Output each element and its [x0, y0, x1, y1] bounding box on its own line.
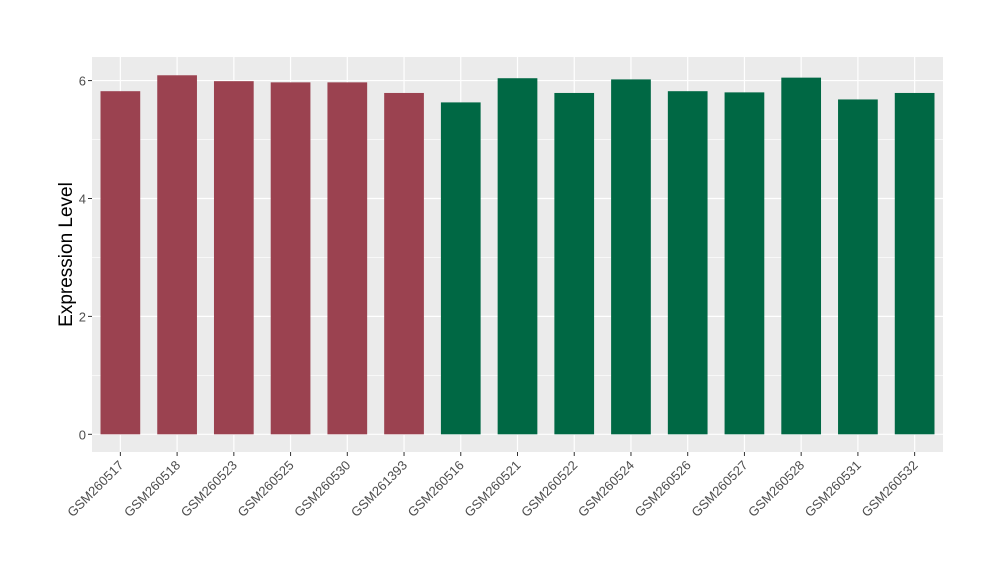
x-tick-label: GSM260530 [291, 458, 353, 520]
bar-GSM260522 [554, 92, 595, 435]
bar-GSM260531 [838, 99, 878, 435]
x-tick-label: GSM260522 [518, 458, 580, 520]
x-tick-label: GSM260521 [461, 458, 523, 520]
bar-GSM260516 [440, 102, 481, 435]
bar-GSM260528 [781, 77, 822, 435]
bar-GSM260525 [270, 82, 311, 435]
x-tick-label: GSM260528 [745, 458, 807, 520]
y-axis-title: Expression Level [56, 182, 77, 327]
x-tick-label: GSM260532 [859, 458, 921, 520]
x-axis: GSM260517GSM260518GSM260523GSM260525GSM2… [64, 452, 921, 520]
x-tick-label: GSM260517 [64, 458, 126, 520]
x-tick-label: GSM260523 [178, 458, 240, 520]
bar-GSM260527 [724, 92, 765, 435]
y-tick-label: 4 [79, 191, 86, 206]
x-tick-label: GSM260525 [234, 458, 296, 520]
bar-GSM260532 [894, 92, 935, 435]
y-tick-label: 0 [79, 427, 86, 442]
x-tick-label: GSM260516 [405, 458, 467, 520]
y-tick-label: 6 [79, 74, 86, 89]
x-tick-label: GSM260524 [575, 458, 637, 520]
bar-GSM260524 [611, 79, 651, 435]
y-tick-label: 2 [79, 309, 86, 324]
bar-GSM260526 [667, 91, 708, 435]
x-tick-label: GSM260531 [802, 458, 864, 520]
bar-GSM261393 [384, 92, 424, 435]
x-tick-label: GSM260518 [121, 458, 183, 520]
bar-GSM260518 [157, 75, 197, 435]
bar-GSM260523 [213, 81, 254, 435]
bar-GSM260517 [100, 91, 141, 435]
bar-GSM260530 [327, 82, 368, 435]
bars-group [100, 75, 935, 435]
x-tick-label: GSM260526 [632, 458, 694, 520]
x-tick-label: GSM260527 [688, 458, 750, 520]
x-tick-label: GSM261393 [348, 458, 410, 520]
y-axis: 0 2 4 6 [79, 74, 92, 442]
bar-GSM260521 [497, 78, 538, 435]
